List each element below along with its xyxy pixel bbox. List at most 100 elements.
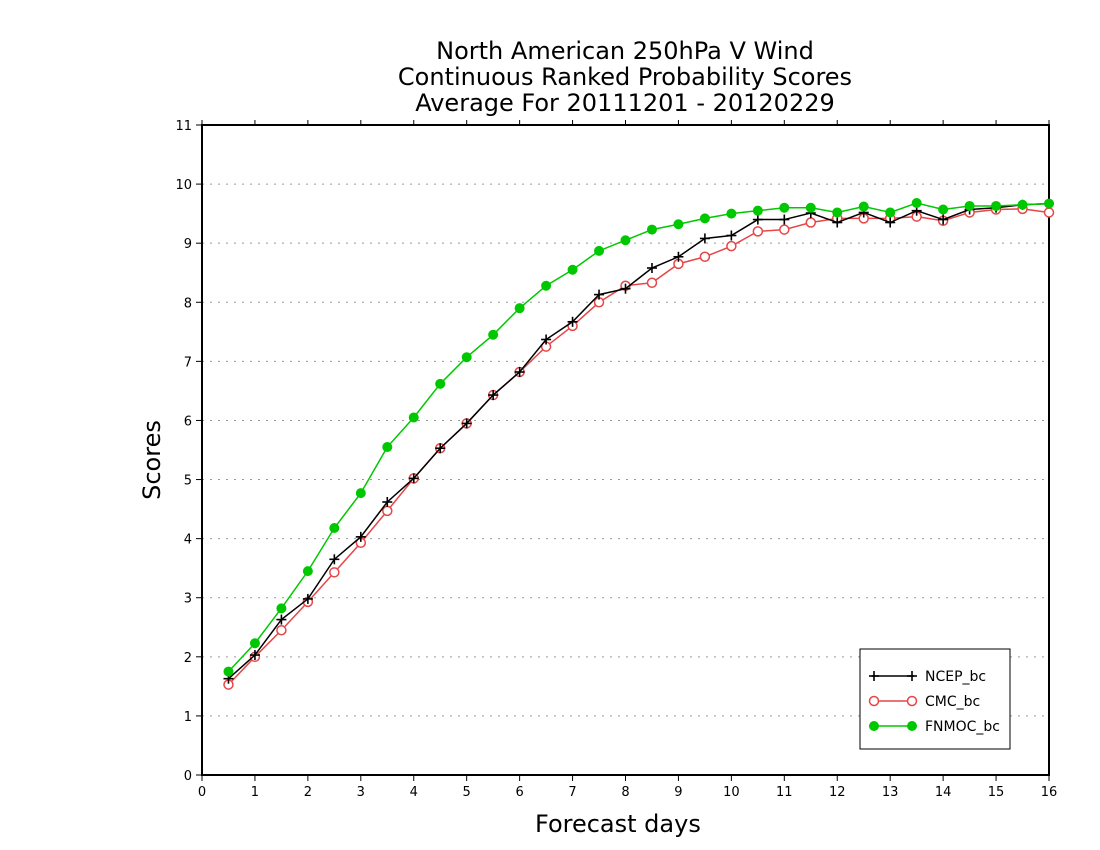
data-point-FNMOC_bc-5 xyxy=(355,488,366,499)
series-line-FNMOC_bc xyxy=(227,202,1050,673)
data-point-CMC_bc-21 xyxy=(779,224,790,235)
data-point-FNMOC_bc-1 xyxy=(249,638,260,649)
x-tick-label-6: 6 xyxy=(515,785,523,800)
y-tick-label-8: 8 xyxy=(184,296,192,311)
x-tick-label-0: 0 xyxy=(198,785,206,800)
data-point-NCEP_bc-21 xyxy=(779,214,790,225)
data-point-NCEP_bc-14 xyxy=(594,289,605,300)
data-point-FNMOC_bc-18 xyxy=(699,213,710,224)
series-line-CMC_bc xyxy=(227,208,1050,686)
data-point-NCEP_bc-20 xyxy=(752,214,763,225)
x-tick-label-14: 14 xyxy=(935,785,952,800)
legend-label-FNMOC_bc: FNMOC_bc xyxy=(925,719,1000,735)
legend-label-CMC_bc: CMC_bc xyxy=(925,694,980,710)
data-point-FNMOC_bc-27 xyxy=(938,204,949,215)
legend-marker-left-FNMOC_bc xyxy=(869,721,879,731)
data-point-NCEP_bc-9 xyxy=(461,418,472,429)
data-point-FNMOC_bc-19 xyxy=(726,208,737,219)
data-point-NCEP_bc-8 xyxy=(435,443,446,454)
y-tick-label-2: 2 xyxy=(184,651,192,666)
x-tick-label-7: 7 xyxy=(568,785,576,800)
x-tick-label-15: 15 xyxy=(988,785,1005,800)
x-tick-label-2: 2 xyxy=(304,785,312,800)
data-point-NCEP_bc-3 xyxy=(302,593,313,604)
legend-marker-right-FNMOC_bc xyxy=(907,721,917,731)
data-point-FNMOC_bc-8 xyxy=(435,378,446,389)
data-point-NCEP_bc-16 xyxy=(646,263,657,273)
data-point-FNMOC_bc-17 xyxy=(673,219,684,230)
data-point-NCEP_bc-13 xyxy=(567,316,578,327)
data-point-FNMOC_bc-15 xyxy=(620,235,631,246)
x-tick-label-11: 11 xyxy=(776,785,793,800)
y-tick-label-10: 10 xyxy=(175,178,192,193)
legend-marker-left-NCEP_bc xyxy=(869,671,879,681)
y-tick-label-5: 5 xyxy=(184,474,192,489)
data-point-NCEP_bc-15 xyxy=(620,283,631,294)
data-point-NCEP_bc-7 xyxy=(408,473,419,484)
legend-label-NCEP_bc: NCEP_bc xyxy=(925,669,986,685)
data-point-FNMOC_bc-14 xyxy=(594,245,605,256)
data-point-NCEP_bc-18 xyxy=(699,233,710,244)
data-point-FNMOC_bc-11 xyxy=(514,303,525,314)
data-point-FNMOC_bc-16 xyxy=(646,224,657,235)
y-tick-label-6: 6 xyxy=(184,414,192,429)
data-point-FNMOC_bc-23 xyxy=(832,207,843,218)
x-tick-label-3: 3 xyxy=(357,785,365,800)
legend-entry-CMC_bc: CMC_bc xyxy=(868,694,980,710)
data-point-CMC_bc-16 xyxy=(646,277,658,289)
x-tick-label-8: 8 xyxy=(621,785,629,800)
y-tick-label-9: 9 xyxy=(184,237,192,252)
data-point-FNMOC_bc-29 xyxy=(991,200,1002,211)
x-tick-label-16: 16 xyxy=(1041,785,1058,800)
data-point-NCEP_bc-17 xyxy=(673,251,684,262)
data-point-CMC_bc-6 xyxy=(382,505,393,517)
data-point-FNMOC_bc-9 xyxy=(461,352,472,363)
data-point-NCEP_bc-25 xyxy=(885,217,896,228)
data-point-FNMOC_bc-20 xyxy=(752,205,763,216)
y-tick-label-11: 11 xyxy=(175,119,192,134)
chart-title-line-1: North American 250hPa V Wind xyxy=(436,37,814,65)
data-point-NCEP_bc-11 xyxy=(514,367,525,377)
x-tick-label-13: 13 xyxy=(882,785,899,800)
data-point-CMC_bc-20 xyxy=(752,226,764,237)
data-point-CMC_bc-19 xyxy=(726,240,737,252)
y-tick-label-1: 1 xyxy=(184,710,192,725)
series-group xyxy=(223,198,1055,690)
data-point-NCEP_bc-6 xyxy=(382,497,393,507)
data-point-CMC_bc-4 xyxy=(329,567,340,578)
data-point-FNMOC_bc-25 xyxy=(885,207,896,218)
grid-lines xyxy=(202,183,1049,717)
data-point-NCEP_bc-19 xyxy=(726,230,737,241)
data-point-CMC_bc-31 xyxy=(1043,207,1055,218)
data-point-NCEP_bc-5 xyxy=(355,531,366,542)
y-tick-label-3: 3 xyxy=(184,592,192,607)
data-point-NCEP_bc-10 xyxy=(488,390,499,401)
data-point-FNMOC_bc-6 xyxy=(382,442,393,453)
data-point-FNMOC_bc-24 xyxy=(858,201,869,212)
data-point-FNMOC_bc-10 xyxy=(488,329,499,340)
x-tick-label-9: 9 xyxy=(674,785,682,800)
data-point-NCEP_bc-1 xyxy=(249,650,260,661)
data-point-FNMOC_bc-7 xyxy=(408,412,419,423)
data-point-CMC_bc-22 xyxy=(805,217,817,228)
data-point-FNMOC_bc-2 xyxy=(276,603,287,614)
x-tick-label-12: 12 xyxy=(829,785,846,800)
series-NCEP_bc xyxy=(223,198,1054,684)
legend-entry-NCEP_bc: NCEP_bc xyxy=(869,669,986,685)
legend-box xyxy=(859,648,1011,750)
data-point-NCEP_bc-12 xyxy=(541,334,552,345)
data-point-FNMOC_bc-12 xyxy=(541,280,552,291)
data-point-NCEP_bc-23 xyxy=(832,217,843,228)
y-tick-label-0: 0 xyxy=(184,769,192,784)
data-point-NCEP_bc-27 xyxy=(938,214,949,225)
data-point-FNMOC_bc-3 xyxy=(302,566,313,577)
x-tick-label-5: 5 xyxy=(463,785,471,800)
chart-title-line-2: Continuous Ranked Probability Scores xyxy=(397,63,853,91)
data-point-FNMOC_bc-22 xyxy=(805,202,816,213)
y-tick-label-7: 7 xyxy=(184,355,192,370)
y-tick-label-4: 4 xyxy=(184,533,192,548)
x-tick-label-4: 4 xyxy=(410,785,418,800)
legend-entry-FNMOC_bc: FNMOC_bc xyxy=(869,719,1000,735)
